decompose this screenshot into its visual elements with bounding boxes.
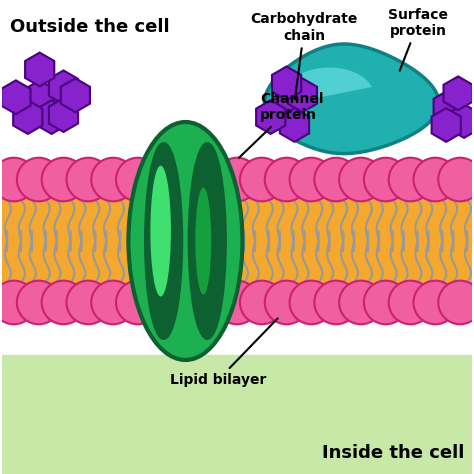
Polygon shape (272, 66, 301, 100)
Circle shape (215, 158, 259, 201)
Circle shape (265, 158, 309, 201)
Circle shape (42, 158, 85, 201)
Text: Lipid bilayer: Lipid bilayer (170, 319, 278, 387)
Circle shape (339, 158, 383, 201)
Circle shape (91, 158, 135, 201)
Circle shape (413, 158, 457, 201)
Polygon shape (288, 78, 317, 112)
Text: Channel
protein: Channel protein (239, 92, 323, 158)
Circle shape (17, 158, 61, 201)
Circle shape (438, 281, 474, 324)
Circle shape (141, 158, 184, 201)
Ellipse shape (189, 144, 226, 338)
Polygon shape (49, 98, 78, 132)
Circle shape (240, 158, 283, 201)
Polygon shape (444, 76, 473, 110)
Circle shape (215, 281, 259, 324)
Text: Inside the cell: Inside the cell (322, 444, 464, 462)
Circle shape (116, 281, 160, 324)
Circle shape (191, 281, 234, 324)
Circle shape (191, 158, 234, 201)
Polygon shape (284, 67, 372, 104)
Circle shape (0, 281, 36, 324)
Polygon shape (264, 44, 439, 154)
Circle shape (42, 281, 85, 324)
Polygon shape (256, 100, 285, 134)
Circle shape (314, 281, 358, 324)
Polygon shape (1, 81, 30, 114)
Ellipse shape (128, 122, 243, 360)
Circle shape (314, 158, 358, 201)
Polygon shape (25, 53, 55, 86)
Circle shape (265, 281, 309, 324)
Circle shape (290, 158, 333, 201)
Circle shape (116, 158, 160, 201)
Ellipse shape (195, 187, 211, 294)
Circle shape (438, 158, 474, 201)
Circle shape (364, 158, 408, 201)
Circle shape (165, 158, 209, 201)
Polygon shape (449, 104, 474, 138)
Circle shape (66, 281, 110, 324)
Polygon shape (272, 92, 301, 126)
Circle shape (364, 281, 408, 324)
Circle shape (389, 158, 432, 201)
Text: Surface
protein: Surface protein (389, 8, 448, 71)
Bar (2, 196, 472, 286)
Polygon shape (432, 108, 461, 142)
Text: Carbohydrate
chain: Carbohydrate chain (251, 12, 358, 100)
Circle shape (17, 281, 61, 324)
Polygon shape (280, 108, 309, 142)
Text: Outside the cell: Outside the cell (10, 18, 170, 36)
Polygon shape (37, 100, 66, 134)
Circle shape (165, 281, 209, 324)
Polygon shape (434, 90, 463, 124)
Circle shape (141, 281, 184, 324)
Circle shape (290, 281, 333, 324)
Ellipse shape (146, 144, 182, 338)
Circle shape (66, 158, 110, 201)
Polygon shape (49, 71, 78, 104)
Polygon shape (61, 78, 90, 112)
Circle shape (0, 158, 36, 201)
Circle shape (240, 281, 283, 324)
Circle shape (91, 281, 135, 324)
Bar (2, 355, 472, 474)
Circle shape (389, 281, 432, 324)
Polygon shape (25, 81, 55, 114)
Ellipse shape (150, 165, 171, 297)
Circle shape (413, 281, 457, 324)
Circle shape (339, 281, 383, 324)
Polygon shape (13, 100, 42, 134)
